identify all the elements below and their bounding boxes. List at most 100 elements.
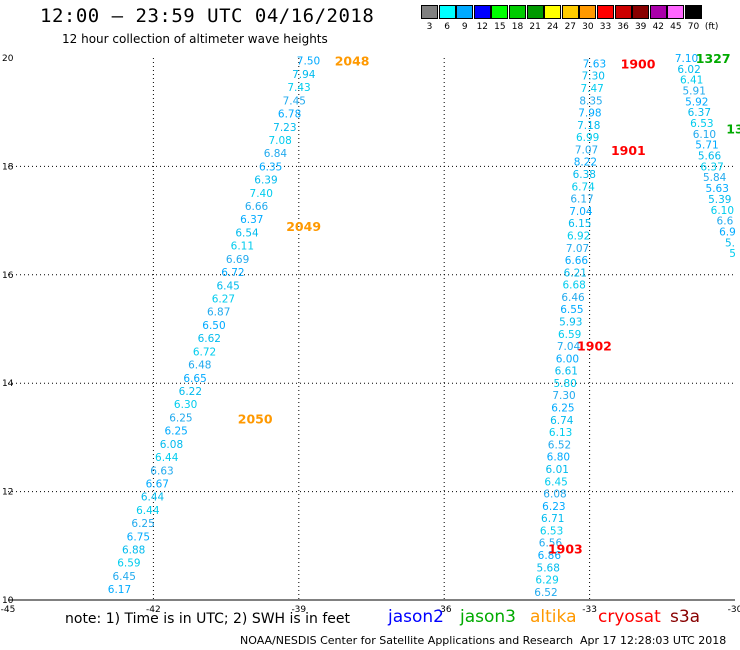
wave-height-label: 5.84 [703,172,727,184]
lon-tick-label: -30 [728,605,740,615]
wave-height-label: 7.30 [582,71,605,83]
wave-height-label: 6.62 [198,333,221,345]
satellite-s3a: s3a [670,607,701,627]
wave-height-label: 6.78 [278,109,301,121]
satellite-cryosat: cryosat [598,607,661,627]
legend-swatch [491,5,509,19]
pass-time-label: 1900 [621,56,656,71]
wave-height-label: 6.50 [202,320,225,332]
wave-height-label: 6.45 [113,571,136,583]
wave-height-label: 6.25 [131,518,154,530]
wave-height-label: 6.13 [549,427,572,439]
wave-height-label: 6.44 [155,452,179,464]
wave-height-label: 7.45 [283,95,306,107]
wave-height-label: 6.29 [535,575,558,587]
legend-swatch [456,5,474,19]
legend-label: 45 [670,22,682,32]
satellite-altika: altika [530,607,577,627]
legend-swatch [667,5,685,19]
wave-height-label: 6.65 [183,373,206,385]
wave-height-label: 6.54 [235,227,259,239]
wave-height-label: 7.63 [583,58,606,70]
legend-label: 21 [529,22,541,32]
wave-height-label: 6.44 [136,505,160,517]
wave-height-label: 6.86 [538,550,562,562]
lat-tick-label: 10 [2,596,14,606]
wave-height-label: 6.72 [193,346,216,358]
wave-height-label: 6.61 [555,366,578,378]
wave-height-label: 6.75 [127,531,150,543]
wave-height-label: 6.53 [540,525,563,537]
wave-height-label: 6.80 [547,452,570,464]
wave-height-label: 6.6 [717,216,734,228]
credit-line: NOAA/NESDIS Center for Satellite Applica… [240,634,574,647]
pass-time-label: 2048 [335,54,370,69]
satellite-jason2: jason2 [388,607,444,627]
wave-height-label: 6.30 [174,399,197,411]
wave-height-label: 6.45 [544,476,567,488]
wave-height-label: 6.17 [570,194,593,206]
legend-swatch [685,5,702,19]
wave-height-label: 6.17 [108,584,131,596]
footer-note: note: 1) Time is in UTC; 2) SWH is in fe… [65,611,351,627]
legend-label: 70 [687,22,700,32]
lon-tick-label: -39 [291,605,306,615]
legend-swatch [544,5,562,19]
wave-height-label: 6.46 [561,292,585,304]
wave-height-label: 6.37 [700,161,723,173]
legend-swatch [579,5,597,19]
wave-height-label: 7.30 [552,390,575,402]
wave-height-label: 6.10 [711,205,734,217]
wave-height-label: 6.25 [551,403,574,415]
wave-height-label: 6.08 [160,439,183,451]
wave-height-label: 7.98 [578,108,601,120]
wave-height-label: 6.02 [677,64,700,76]
wave-height-label: 6.00 [556,353,579,365]
wave-height-label: 6.41 [680,75,703,87]
lon-tick-label: -42 [146,605,161,615]
wave-height-label: 6.68 [562,280,585,292]
wave-height-label: 6.87 [207,307,230,319]
pass-time-label: 1327 [696,51,731,66]
color-legend: 3 6 9 12 15 18 21 24 27 30 33 36 39 42 45 70 (ft) [421,5,729,35]
wave-height-label: 6.52 [534,587,557,599]
wave-height-label: 5.93 [559,317,582,329]
wave-height-label: 8.35 [579,95,602,107]
lon-tick-label: -36 [437,605,452,615]
pass-time-label: 13 [726,121,740,136]
legend-unit: (ft) [704,22,719,32]
wave-height-label: 6.01 [546,464,569,476]
wave-height-label: 8.22 [574,157,597,169]
wave-height-label: 5.68 [537,562,560,574]
legend-label: 27 [564,22,577,32]
wave-height-label: 6.99 [576,132,599,144]
wave-height-label: 6.66 [565,255,589,267]
wave-height-label: 6.23 [542,501,565,513]
wave-height-label: 7.43 [287,82,310,94]
wave-height-label: 6.92 [567,230,590,242]
lat-tick-label: 12 [2,488,13,498]
legend-swatch [421,5,438,19]
wave-height-label: 5.91 [683,86,706,98]
legend-label: 24 [546,22,559,32]
wave-height-label: 7.07 [575,144,598,156]
pass-time-label: 2049 [286,219,321,234]
wave-height-label: 7.40 [250,188,273,200]
wave-height-label: 6.66 [245,201,269,213]
legend-label: 3 [426,22,433,32]
wave-height-label: 7.10 [675,53,698,65]
map-title: 12:00 — 23:59 UTC 04/16/2018 [40,5,375,27]
wave-height-label: 5.39 [708,194,731,206]
wave-height-label: 6.39 [254,175,277,187]
wave-height-label: 6.25 [169,412,192,424]
legend-label: 30 [582,22,594,32]
wave-height-label: 5 [729,248,736,260]
wave-height-label: 6.21 [564,267,587,279]
wave-height-label: 6.37 [688,107,711,119]
wave-height-label: 7.07 [566,243,589,255]
legend-swatch [561,5,579,19]
wave-height-label: 6.25 [164,426,187,438]
wave-height-label: 6.52 [548,439,571,451]
legend-swatch [632,5,650,19]
wave-height-label: 6.10 [693,129,716,141]
